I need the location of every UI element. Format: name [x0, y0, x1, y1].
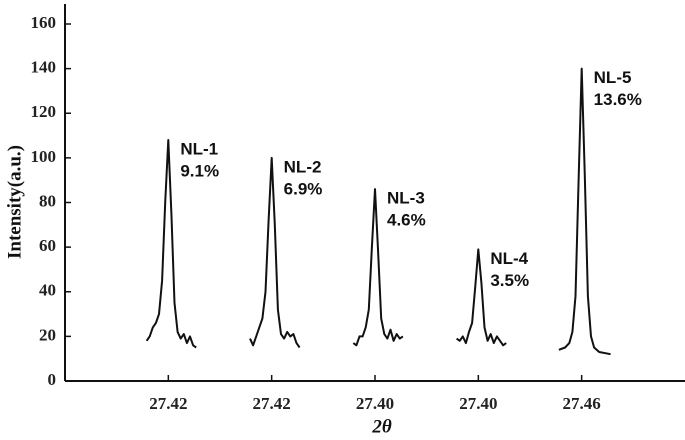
x-tick-label: 27.40	[356, 394, 394, 413]
y-tick-label: 80	[39, 191, 56, 210]
y-tick-label: 160	[31, 13, 57, 32]
y-tick-label: 100	[31, 147, 57, 166]
y-tick-label: 60	[39, 236, 56, 255]
peak-line	[249, 156, 301, 349]
y-tick-label: 120	[31, 102, 57, 121]
peak-annotation: NL-4	[490, 249, 528, 268]
peak-annotation: 4.6%	[387, 211, 426, 230]
x-tick-label: 27.42	[253, 394, 291, 413]
peak-line	[558, 67, 611, 356]
x-tick-label: 27.42	[149, 394, 187, 413]
peak-annotation: 3.5%	[490, 271, 529, 290]
y-axis-label: Intensity(a.u.)	[4, 145, 25, 259]
peak-annotation: NL-1	[180, 140, 218, 159]
x-axis-label: 2θ	[371, 416, 392, 437]
peak-line	[145, 139, 197, 349]
x-tick-label: 27.46	[563, 394, 601, 413]
y-tick-label: 20	[39, 325, 56, 344]
x-tick-label: 27.40	[459, 394, 497, 413]
peak-annotation: 13.6%	[594, 90, 642, 109]
peak-annotation: 6.9%	[284, 179, 323, 198]
peak-line	[352, 188, 404, 347]
y-tick-label: 0	[48, 370, 57, 389]
peak-annotation: NL-3	[387, 189, 425, 208]
peak-annotation: NL-2	[284, 157, 322, 176]
y-tick-label: 140	[31, 58, 57, 77]
peak-annotation: 9.1%	[180, 162, 219, 181]
peak-annotation: NL-5	[594, 68, 632, 87]
peak-line	[456, 248, 507, 347]
y-tick-label: 40	[39, 281, 56, 300]
